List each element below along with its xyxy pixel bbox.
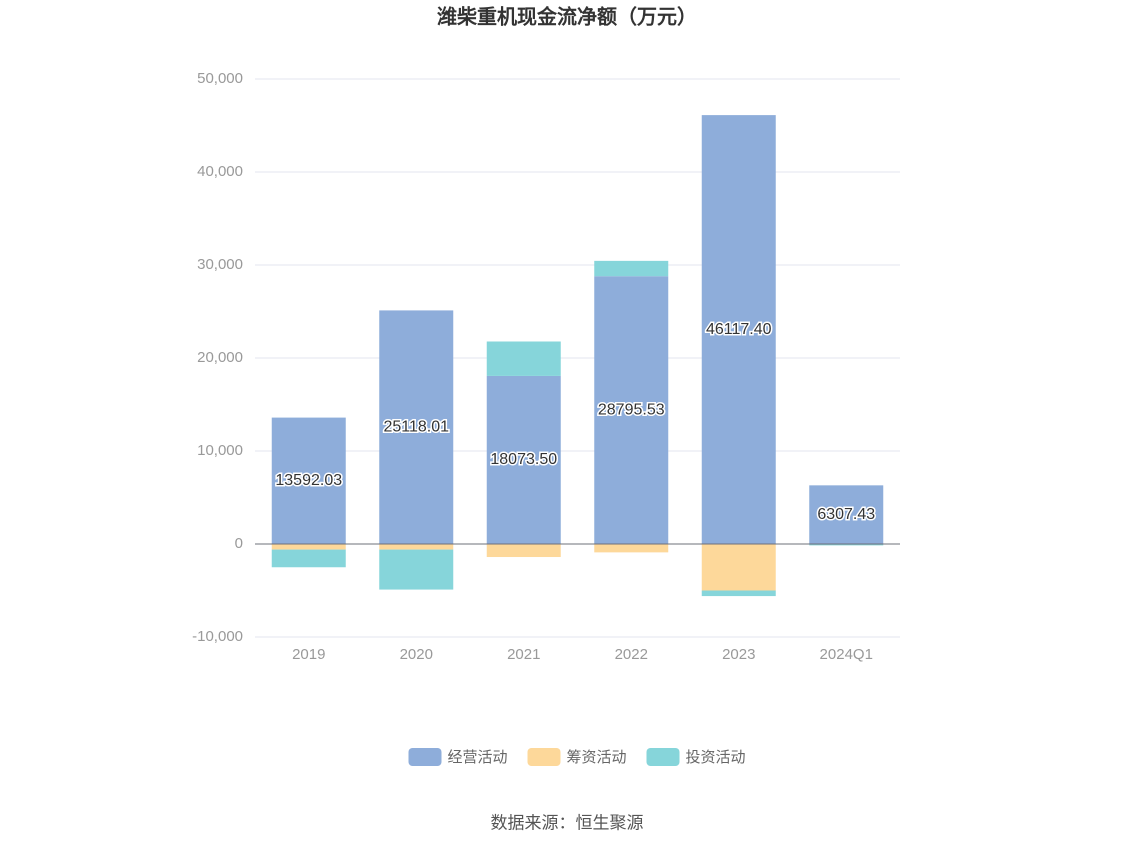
bar-segment	[379, 544, 453, 550]
x-tick-label: 2022	[615, 646, 648, 663]
data-label: 46117.40	[706, 321, 772, 338]
bar-segment	[702, 591, 776, 597]
bar-segment	[702, 544, 776, 591]
bar-segment	[594, 544, 668, 552]
x-tick-label: 2023	[722, 646, 755, 663]
bar-segment	[272, 544, 346, 550]
bar-segment	[379, 550, 453, 590]
x-tick-label: 2021	[507, 646, 540, 663]
source: 数据来源：恒生聚源	[491, 813, 644, 832]
x-tick-label: 2019	[292, 646, 325, 663]
y-tick-label: -10,000	[192, 628, 243, 645]
bar-segment	[809, 544, 883, 545]
legend-swatch	[409, 748, 442, 766]
bar-segment	[594, 261, 668, 276]
y-tick-label: 30,000	[197, 256, 243, 273]
data-label: 28795.53	[598, 401, 665, 418]
x-tick-label: 2020	[400, 646, 433, 663]
legend-label: 投资活动	[686, 749, 746, 766]
data-label: 25118.01	[383, 418, 449, 435]
legend-swatch	[528, 748, 561, 766]
bar-segment	[487, 544, 561, 557]
data-label: 18073.50	[490, 451, 557, 468]
bar-segment	[487, 342, 561, 376]
y-tick-label: 40,000	[197, 163, 243, 180]
y-tick-label: 0	[235, 535, 243, 552]
legend-swatch	[647, 748, 680, 766]
data-label: 6307.43	[817, 506, 875, 523]
y-tick-label: 10,000	[197, 442, 243, 459]
bar-segment	[272, 550, 346, 568]
y-tick-label: 50,000	[197, 70, 243, 87]
data-label: 13592.03	[275, 472, 342, 489]
legend-label: 经营活动	[448, 749, 508, 766]
chart-title: 潍柴重机现金流净额（万元）	[437, 4, 697, 28]
y-tick-label: 20,000	[197, 349, 243, 366]
legend-label: 筹资活动	[567, 749, 627, 766]
x-tick-label: 2024Q1	[820, 646, 873, 663]
